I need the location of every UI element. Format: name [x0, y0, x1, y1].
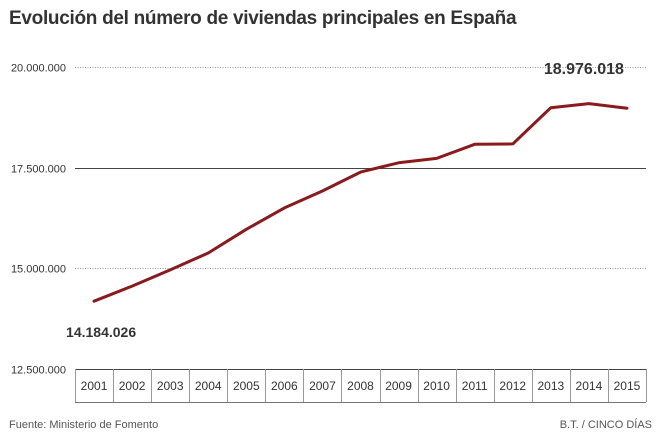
x-tick-label: 2015 — [614, 379, 641, 393]
gridlines — [75, 67, 646, 370]
y-axis-ticks: 12.500.000 15.000.000 17.500.000 20.000.000 — [11, 63, 66, 377]
source-note: Fuente: Ministerio de Fomento — [9, 419, 159, 431]
x-tick-label: 2005 — [233, 379, 260, 393]
x-axis-ticks: 2001 2002 2003 2004 2005 2006 2007 2008 2009 2010… — [75, 369, 647, 403]
x-tick-label: 2013 — [537, 379, 564, 393]
series-layer — [92, 102, 629, 303]
x-tick-label: 2009 — [385, 379, 412, 393]
x-tick-label: 2011 — [462, 379, 488, 393]
x-tick-label: 2002 — [119, 379, 146, 393]
y-tick-label: 12.500.000 — [11, 365, 66, 377]
x-tick-label: 2008 — [347, 379, 374, 393]
chart-title: Evolución del número de viviendas princi… — [9, 8, 517, 29]
data-label: 18.976.018 — [544, 61, 624, 78]
credit-note: B.T. / CINCO DÍAS — [559, 419, 652, 431]
x-tick-label: 2003 — [157, 379, 184, 393]
data-label: 14.184.026 — [66, 324, 136, 340]
y-tick-label: 15.000.000 — [11, 264, 66, 276]
x-tick-label: 2010 — [423, 379, 450, 393]
y-tick-label: 20.000.000 — [11, 63, 66, 75]
x-tick-label: 2012 — [499, 379, 526, 393]
x-tick-label: 2014 — [576, 379, 603, 393]
annotations: 14.184.026 18.976.018 — [66, 61, 624, 340]
x-tick-label: 2006 — [271, 379, 298, 393]
x-tick-label: 2007 — [309, 379, 336, 393]
series-line — [92, 102, 629, 303]
x-tick-label: 2004 — [195, 379, 222, 393]
y-tick-label: 17.500.000 — [11, 164, 66, 176]
x-tick-label: 2001 — [81, 379, 108, 393]
